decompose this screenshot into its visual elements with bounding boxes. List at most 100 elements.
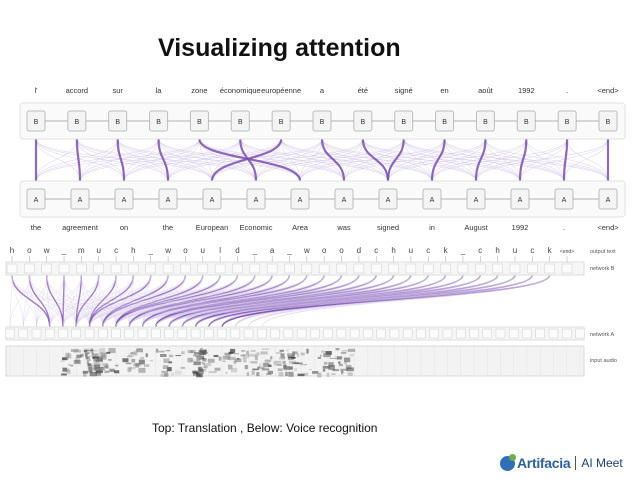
audio-spectrogram-blob [331,373,336,375]
audio-spectrogram-blob [282,360,286,364]
source-word: . [563,223,565,232]
audio-spectrogram-blob [280,353,285,358]
attention-line-strong [75,138,82,182]
audio-spectrogram-blob [279,356,286,360]
network-a-cell [164,328,174,339]
audio-spectrogram-blob [201,355,205,360]
network-a-cell [522,328,532,339]
attention-line-faint [76,138,257,182]
audio-spectrogram-blob [196,361,203,364]
target-word: sur [113,86,124,95]
audio-spectrogram-blob [343,357,351,363]
audio-spectrogram-blob [106,363,109,367]
speech-attention-line-faint [29,274,90,328]
audio-spectrogram-blob [84,352,90,355]
slide-caption: Top: Translation , Below: Voice recognit… [152,421,378,435]
audio-spectrogram-blob [73,349,82,353]
network-a-cell [5,328,15,339]
audio-spectrogram-blob [145,353,148,358]
attention-line-faint [280,138,433,182]
audio-spectrogram-blob [328,362,334,367]
audio-spectrogram-blob [321,350,326,353]
output-character: _ [286,246,292,255]
audio-spectrogram-blob [233,360,237,364]
audio-spectrogram-blob [76,354,82,358]
attention-line-faint [199,138,389,182]
audio-spectrogram-blob [193,353,197,357]
network-a-cell [98,328,108,339]
speech-attention-line-faint [76,274,238,328]
audio-spectrogram-blob [286,349,289,352]
audio-spectrogram-blob [296,353,300,358]
audio-spectrogram-blob [130,352,134,354]
speech-attention-line-faint [155,274,481,328]
network-a-cell [402,328,413,339]
speech-attention-line-faint [115,274,325,328]
encoder-cell-label: A [474,197,479,204]
speech-attention-line-faint [76,274,134,328]
network-a-cell [429,328,439,339]
audio-spectrogram-blob [104,365,109,369]
audio-spectrogram-blob [164,372,169,377]
speech-attention-line-faint [142,274,429,328]
audio-spectrogram-blob [102,363,108,367]
network-a-cell [508,328,519,339]
speech-row-label: output text [590,249,616,255]
attention-line-faint [35,138,119,182]
audio-spectrogram-blob [67,353,72,359]
speech-attention-line-faint [129,274,308,328]
audio-spectrogram-blob [306,348,309,354]
network-a-cell [548,328,559,339]
audio-spectrogram-blob [222,355,230,360]
network-b-cell [561,263,573,274]
audio-spectrogram-blob [218,356,222,361]
source-word: European [196,223,229,232]
audio-spectrogram-blob [278,372,284,377]
attention-line-faint [199,138,213,182]
attention-line-faint [444,138,477,182]
speech-attention-line-faint [168,274,516,328]
audio-spectrogram-blob [303,372,309,376]
output-character: h [10,246,14,255]
network-b-cell [180,263,191,274]
audio-spectrogram-blob [242,354,250,358]
network-b-cell [266,263,278,274]
network-b-cell [128,263,139,274]
audio-spectrogram-blob [108,348,116,354]
output-character: w [303,246,310,255]
encoder-cell-label: A [606,197,611,204]
speech-attention-line-faint [49,274,65,328]
audio-spectrogram-blob [323,361,328,365]
speech-row-label: input audio [590,358,617,364]
target-word: été [358,86,368,95]
audio-spectrogram-blob [84,349,88,352]
audio-spectrogram-blob [169,354,174,358]
audio-spectrogram-blob [270,356,273,360]
audio-spectrogram-blob [125,362,132,365]
attention-line-strong [518,138,528,182]
audio-spectrogram-blob [128,354,133,357]
audio-spectrogram-blob [193,372,200,374]
audio-spectrogram-blob [340,371,345,373]
source-word: in [429,223,435,232]
attention-line-faint [403,138,433,182]
audio-spectrogram-blob [297,373,305,377]
attention-line-faint [343,138,445,182]
audio-spectrogram-blob [89,371,97,377]
output-character: _ [252,246,258,255]
source-word: Area [292,223,309,232]
audio-spectrogram-blob [341,370,344,375]
audio-spectrogram-blob [114,364,119,367]
audio-spectrogram-blob [266,373,272,375]
audio-spectrogram-blob [207,358,215,363]
audio-spectrogram-blob [160,354,167,357]
network-a-cell [442,328,453,339]
output-character: u [409,246,413,255]
audio-spectrogram-blob [92,357,99,359]
network-b-cell [405,263,417,274]
output-character: o [339,246,344,255]
audio-spectrogram-blob [259,363,262,368]
source-word: agreement [62,223,99,232]
